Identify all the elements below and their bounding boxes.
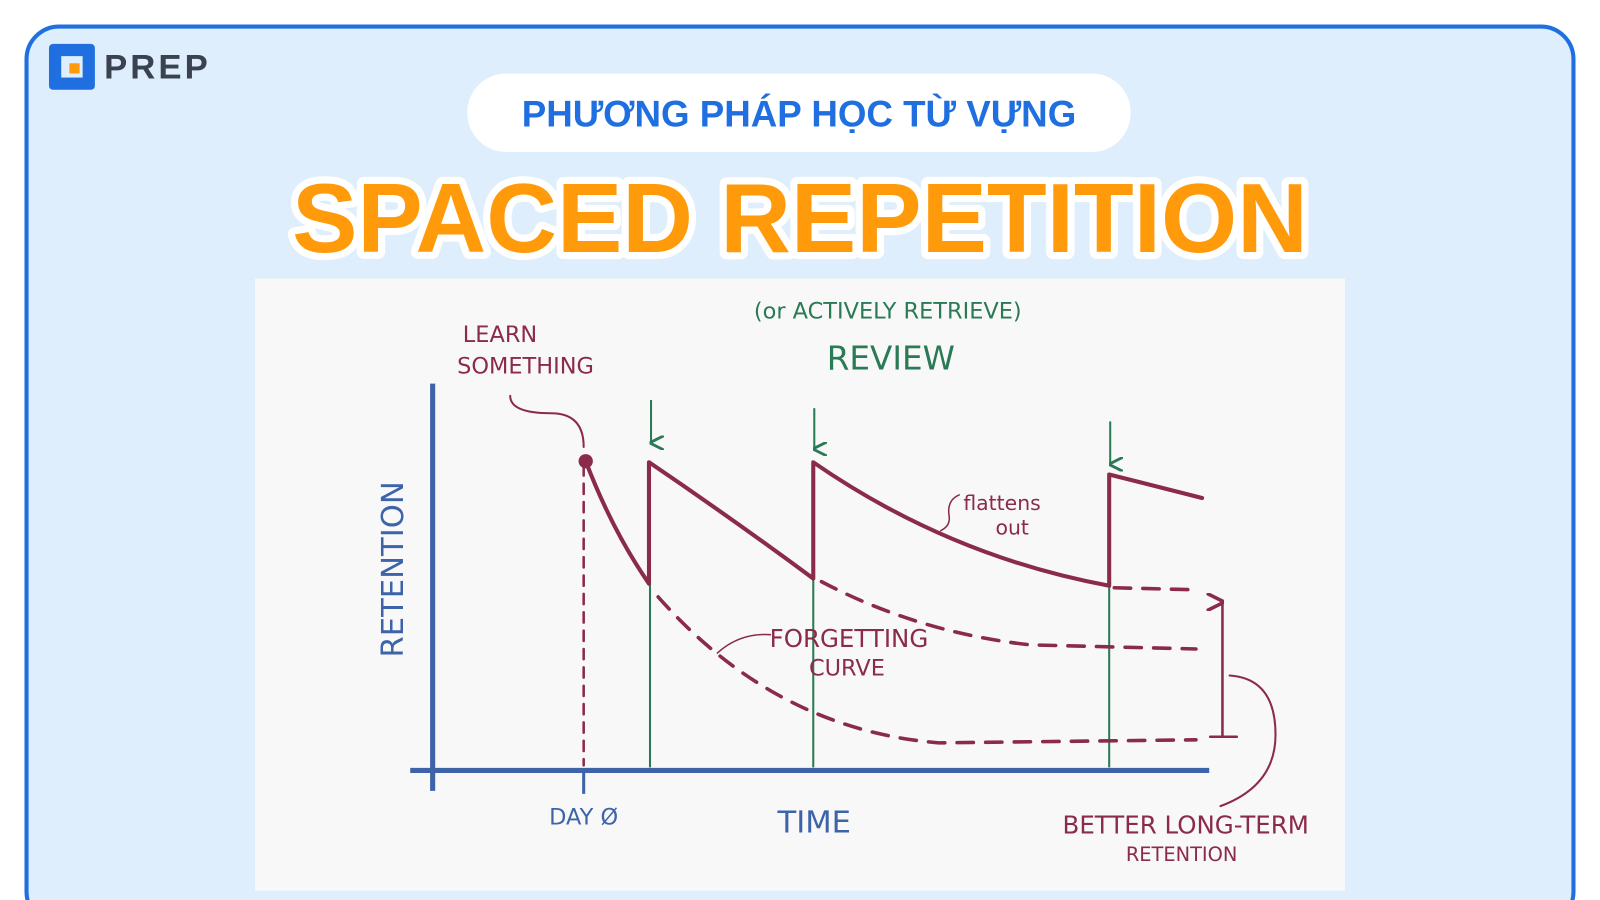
flattens-label: flattens xyxy=(963,491,1040,515)
diagram-panel xyxy=(255,278,1345,891)
subtitle-pill xyxy=(467,73,1131,153)
curves xyxy=(509,394,1277,808)
review-note: (or ACTIVELY RETRIEVE) xyxy=(754,298,1022,324)
forgetting-leader xyxy=(716,633,772,654)
better-label: BETTER LONG-TERM xyxy=(1063,811,1309,840)
learn-label: SOMETHING xyxy=(457,353,594,379)
better-label: RETENTION xyxy=(1126,843,1238,866)
learn-leader xyxy=(509,394,585,448)
forgetting-label: FORGETTING xyxy=(770,624,929,653)
better-leader xyxy=(1219,674,1277,808)
y-axis-label: RETENTION xyxy=(376,481,411,657)
forgetting-label: CURVE xyxy=(809,656,885,682)
title: SPACED REPETITION xyxy=(292,163,1308,273)
learn-label: LEARN xyxy=(463,322,537,348)
logo-text: PREP xyxy=(104,49,211,87)
forgetting-curve xyxy=(819,579,1198,651)
logo-icon-dot xyxy=(69,63,80,74)
start-dot xyxy=(578,454,593,469)
flattens-label: out xyxy=(996,516,1029,540)
day-label: DAY Ø xyxy=(549,804,618,830)
forgetting-curve xyxy=(1112,585,1198,592)
diagram: (or ACTIVELY RETRIEVE) REVIEW LEARN SOME… xyxy=(376,298,1309,866)
forgetting-curve xyxy=(656,595,1198,745)
x-axis-label: TIME xyxy=(777,806,851,841)
retention-curve xyxy=(583,459,1205,588)
review-label: REVIEW xyxy=(827,339,955,377)
logo: PREP xyxy=(48,43,211,90)
flattens-leader xyxy=(940,494,960,532)
subtitle: PHƯƠNG PHÁP HỌC TỪ VỰNG xyxy=(522,93,1077,135)
